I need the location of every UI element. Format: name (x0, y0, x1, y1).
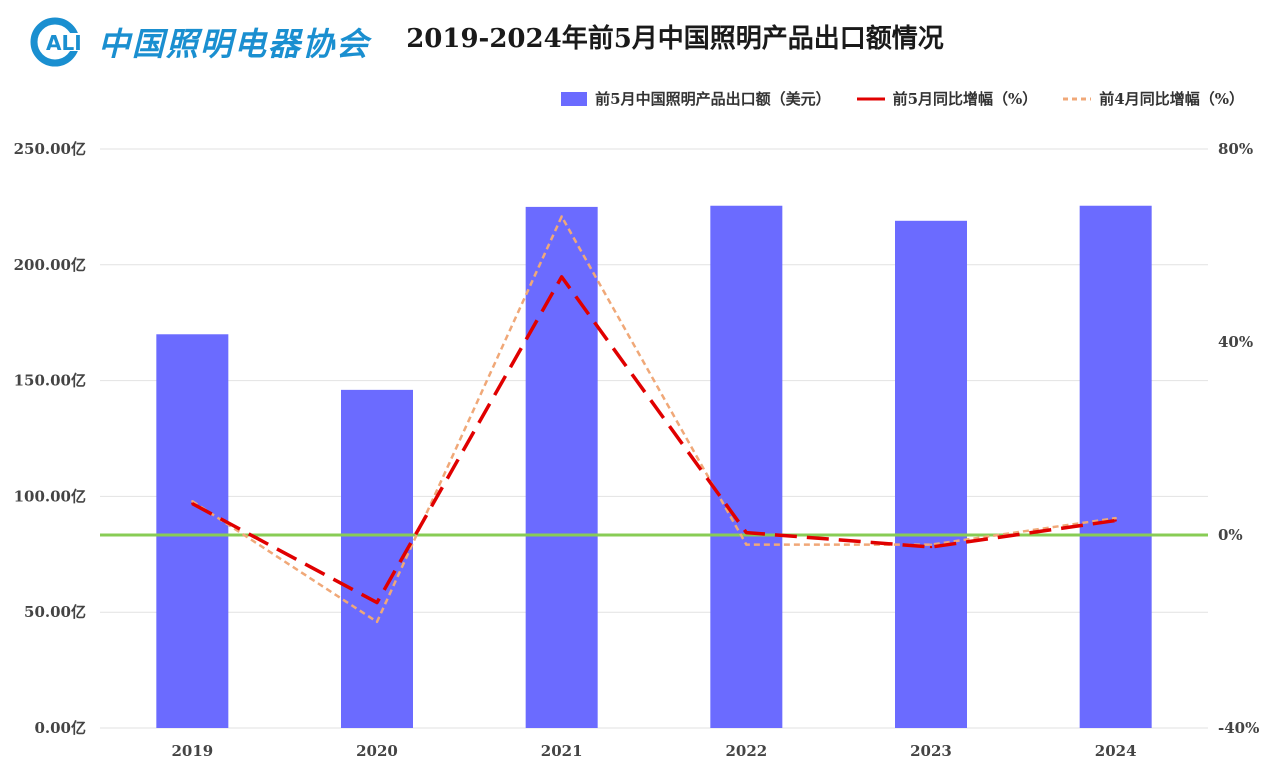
line-point (929, 545, 933, 549)
logo: ALI 中国照明电器协会 (30, 14, 370, 70)
left-tick-label: 250.00亿 (14, 140, 86, 158)
series-lines (191, 215, 1117, 624)
line-point (191, 502, 194, 505)
bar (710, 205, 783, 728)
legend-item-bars: 前5月中国照明产品出口额（美元） (561, 88, 831, 109)
x-tick-label: 2019 (171, 742, 213, 760)
legend-item-line-5: 前5月同比增幅（%） (856, 88, 1038, 109)
line-series-1 (191, 215, 1116, 624)
legend: 前5月中国照明产品出口额（美元） 前5月同比增幅（%） 前4月同比增幅（%） (561, 88, 1244, 109)
chart-title: 2019-2024年前5月中国照明产品出口额情况 (406, 24, 944, 54)
bars (156, 205, 1152, 728)
right-tick-label: -40% (1218, 719, 1259, 737)
left-tick-label: 100.00亿 (14, 487, 86, 505)
logo-name: 中国照明电器协会 (98, 25, 371, 63)
line-point (560, 275, 563, 279)
left-axis-ticks: 0.00亿 50.00亿 100.00亿 150.00亿 200.00亿 250.00亿 (14, 140, 86, 737)
left-tick-label: 50.00亿 (24, 603, 86, 621)
right-tick-label: 80% (1218, 140, 1253, 158)
left-tick-label: 150.00亿 (14, 372, 86, 390)
bar (525, 206, 598, 728)
line-point (929, 543, 933, 546)
line-point (375, 601, 379, 604)
x-tick-label: 2020 (356, 742, 398, 760)
legend-line4-swatch (1063, 97, 1092, 100)
right-tick-label: 0% (1218, 526, 1243, 544)
x-tick-label: 2024 (1095, 742, 1137, 760)
legend-item-line-4: 前4月同比增幅（%） (1063, 88, 1244, 109)
bar (156, 334, 229, 728)
legend-line4-label: 前4月同比增幅（%） (1099, 90, 1244, 108)
ali-logo-icon: ALI (30, 17, 90, 67)
left-tick-label: 200.00亿 (14, 256, 86, 274)
line-series-0 (191, 275, 1116, 605)
x-tick-label: 2022 (725, 742, 767, 760)
x-tick-label: 2021 (541, 742, 583, 760)
x-tick-label: 2023 (910, 742, 952, 760)
left-tick-label: 0.00亿 (34, 719, 86, 737)
line-point (1114, 516, 1117, 520)
bar (895, 220, 967, 728)
legend-line5-swatch (856, 97, 885, 100)
bar (1079, 205, 1152, 728)
legend-line5-label: 前5月同比增幅（%） (892, 90, 1038, 108)
line-point (745, 531, 748, 534)
logo-abbr: ALI (46, 31, 82, 55)
line-point (745, 543, 748, 546)
x-axis-ticks: 2019 2020 2021 2022 2023 2024 (171, 742, 1136, 760)
right-axis-ticks: -40% 0% 40% 80% (1218, 140, 1259, 737)
line-point (191, 500, 194, 503)
gridlines (100, 148, 1208, 729)
line-point (375, 620, 379, 624)
legend-bar-label: 前5月中国照明产品出口额（美元） (595, 90, 831, 108)
line-point (560, 215, 563, 218)
legend-bar-swatch (561, 91, 588, 106)
right-tick-label: 40% (1218, 333, 1253, 351)
line-point (1114, 519, 1117, 522)
